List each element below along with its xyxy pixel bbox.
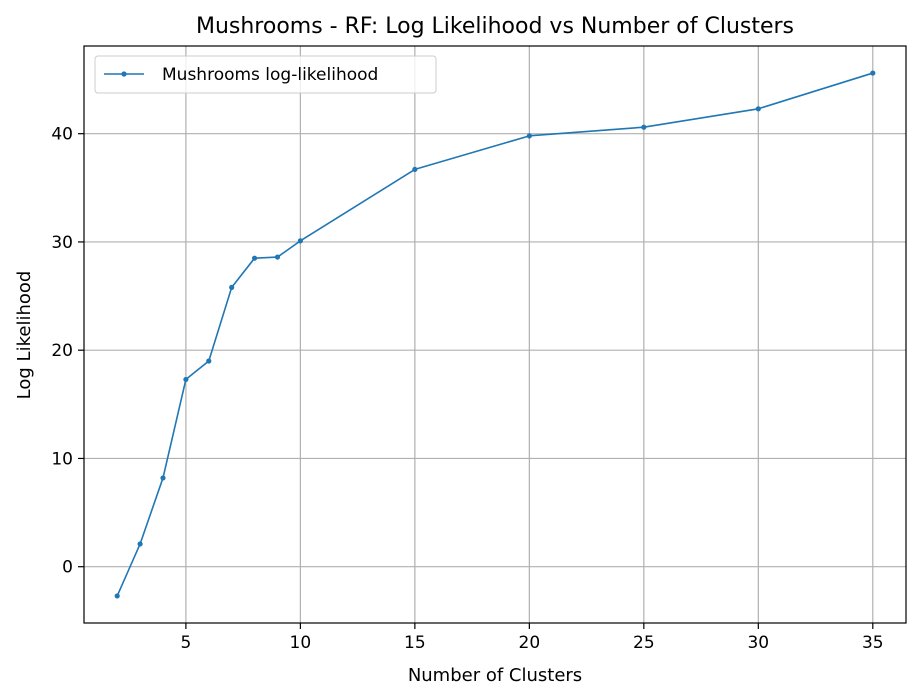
x-tick-label: 25	[633, 633, 655, 653]
legend-label: Mushrooms log-likelihood	[162, 65, 378, 85]
y-tick-label: 30	[51, 233, 73, 253]
series-line	[116, 72, 874, 597]
data-point	[206, 358, 212, 364]
data-point	[870, 70, 876, 76]
data-point	[641, 124, 647, 130]
data-point	[412, 166, 418, 173]
axis-ticks: 5 10 15 20 25 30 35 0 10 20 30 40	[51, 125, 883, 653]
data-point	[183, 376, 189, 383]
data-point	[297, 238, 303, 244]
y-tick-label: 0	[62, 558, 73, 578]
chart-title: Mushrooms - RF: Log Likelihood vs Number…	[196, 14, 794, 39]
y-axis-label: Log Likelihood	[14, 271, 35, 400]
data-point	[229, 284, 235, 291]
x-tick-label: 35	[862, 633, 884, 653]
x-axis-label: Number of Clusters	[408, 665, 582, 686]
y-tick-label: 20	[51, 341, 73, 361]
x-tick-label: 5	[180, 633, 191, 653]
data-point	[137, 541, 143, 547]
y-tick-label: 10	[51, 449, 73, 469]
grid	[84, 46, 906, 623]
data-point	[160, 475, 166, 481]
x-tick-label: 15	[404, 633, 426, 653]
data-point	[274, 254, 281, 260]
plot-area-frame	[83, 45, 907, 624]
legend-box	[94, 55, 437, 94]
x-tick-label: 30	[747, 633, 769, 653]
data-point	[251, 255, 258, 261]
y-tick-label: 40	[51, 125, 73, 145]
x-tick-label: 10	[290, 633, 312, 653]
x-tick-label: 20	[519, 633, 541, 653]
series-layer	[114, 70, 876, 599]
data-point	[526, 133, 532, 139]
legend: Mushrooms log-likelihood	[94, 55, 437, 94]
legend-point-marker	[121, 71, 127, 77]
data-point	[755, 106, 761, 112]
data-point	[114, 593, 120, 599]
